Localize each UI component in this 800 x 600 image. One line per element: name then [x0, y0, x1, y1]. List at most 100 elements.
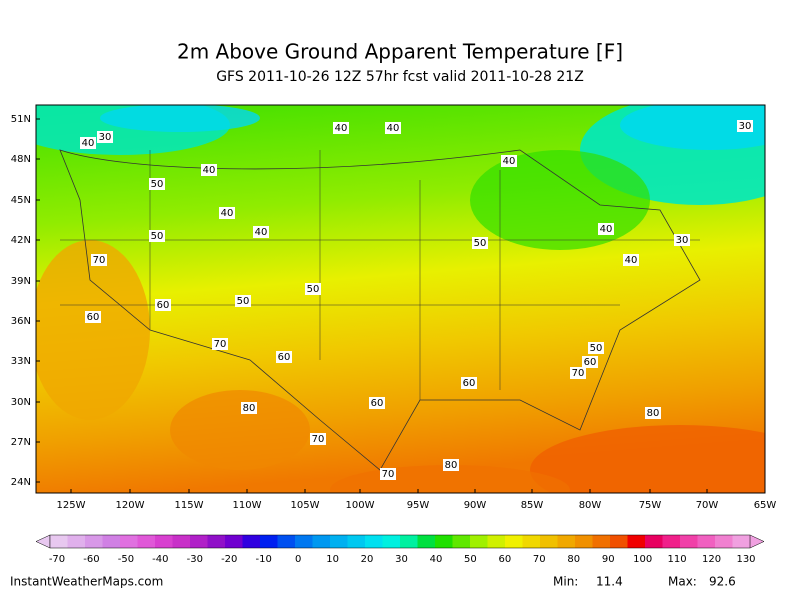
contour-label: 60 — [584, 357, 597, 368]
contour-label-box — [570, 367, 586, 379]
colorbar-segment — [347, 535, 366, 548]
lon-label: 85W — [521, 500, 544, 511]
contour-label: 80 — [445, 460, 458, 471]
colorbar-segment — [120, 535, 138, 548]
colorbar-segment — [435, 535, 453, 548]
contour-label-box — [588, 342, 604, 354]
lon-label: 120W — [116, 500, 145, 511]
contour-label: 40 — [503, 156, 516, 167]
contour-label: 50 — [474, 238, 487, 249]
lat-label: 51N — [11, 114, 31, 125]
contour-label-box — [219, 207, 235, 219]
colorbar-segment — [715, 535, 733, 548]
colorbar-segment — [102, 535, 121, 548]
colorbar-frame — [49, 534, 751, 549]
contour-label: 80 — [647, 408, 660, 419]
contour-label: 30 — [676, 235, 689, 246]
contour-label-box — [369, 397, 385, 409]
contour-label: 30 — [99, 132, 112, 143]
contour-label: 70 — [382, 469, 395, 480]
colorbar-segment — [662, 535, 681, 548]
contour-label-box — [472, 237, 488, 249]
colorbar-segment — [540, 535, 558, 548]
colorbar-label: -20 — [221, 554, 237, 565]
min-value: 11.4 — [596, 575, 623, 589]
colorbar-label: 120 — [702, 554, 721, 565]
colorbar-segment — [242, 535, 261, 548]
lon-label: 95W — [407, 500, 430, 511]
contour-label: 60 — [157, 300, 170, 311]
lon-label: 90W — [464, 500, 487, 511]
colorbar-segment — [697, 535, 716, 548]
max-value: 92.6 — [709, 575, 736, 589]
contour-label-box — [737, 120, 753, 132]
colorbar-segment — [557, 535, 576, 548]
contour-label-box — [443, 459, 459, 471]
contour-label-box — [253, 226, 269, 238]
lat-label: 42N — [11, 235, 31, 246]
colorbar-segment — [417, 535, 436, 548]
contour-label-box — [501, 155, 517, 167]
colorbar-label: 60 — [498, 554, 511, 565]
colorbar-segment — [522, 535, 541, 548]
contour-label: 50 — [151, 231, 164, 242]
site-name: InstantWeatherMaps.com — [10, 575, 163, 589]
contour-label: 40 — [82, 138, 95, 149]
colorbar-segment — [225, 535, 243, 548]
contour-label-box — [155, 299, 171, 311]
contour-label-box — [91, 254, 107, 266]
colorbar-segment — [732, 535, 751, 548]
colorbar-label: -10 — [256, 554, 272, 565]
contour-label: 40 — [255, 227, 268, 238]
colorbar-label: 30 — [395, 554, 408, 565]
contour-label: 80 — [243, 403, 256, 414]
colorbar-label: 0 — [295, 554, 301, 565]
contour-label-box — [85, 311, 101, 323]
colorbar-segment — [85, 535, 103, 548]
max-label: Max: — [668, 575, 697, 589]
contour-label-box — [80, 137, 96, 149]
contour-label: 60 — [87, 312, 100, 323]
contour-label: 40 — [221, 208, 234, 219]
contour-label: 60 — [463, 378, 476, 389]
colorbar-segment — [155, 535, 173, 548]
contour-label-box — [305, 283, 321, 295]
colorbar-segment — [610, 535, 628, 548]
title: 2m Above Ground Apparent Temperature [F] — [177, 40, 623, 64]
lon-label: 80W — [579, 500, 602, 511]
colorbar-label: 10 — [326, 554, 339, 565]
colorbar-segment — [452, 535, 471, 548]
colorbar-label: 20 — [361, 554, 374, 565]
lon-label: 125W — [57, 500, 86, 511]
colorbar-label: -70 — [49, 554, 65, 565]
subtitle: GFS 2011-10-26 12Z 57hr fcst valid 2011-… — [216, 69, 584, 85]
contour-label: 60 — [371, 398, 384, 409]
contour-label: 40 — [335, 123, 348, 134]
lat-label: 45N — [11, 195, 31, 206]
colorbar-segment — [680, 535, 698, 548]
contour-label-box — [149, 230, 165, 242]
colorbar-segment — [365, 535, 383, 548]
lon-label: 65W — [754, 500, 777, 511]
lat-label: 39N — [11, 276, 31, 287]
contour-label-box — [97, 131, 113, 143]
colorbar-segment — [382, 535, 401, 548]
colorbar-segment — [470, 535, 488, 548]
contour-label-box — [276, 351, 292, 363]
contour-label: 70 — [214, 339, 227, 350]
contour-label-box — [385, 122, 401, 134]
colorbar-segment — [487, 535, 506, 548]
colorbar-segment — [207, 535, 226, 548]
contour-label: 40 — [625, 255, 638, 266]
map-frame — [35, 104, 766, 494]
lat-label: 33N — [11, 356, 31, 367]
colorbar-label: -30 — [187, 554, 203, 565]
contour-label: 70 — [572, 368, 585, 379]
contour-label-box — [598, 223, 614, 235]
colorbar-label: 100 — [633, 554, 652, 565]
contour-label: 70 — [93, 255, 106, 266]
contour-label: 40 — [387, 123, 400, 134]
colorbar-segment — [137, 535, 156, 548]
contour-label-box — [645, 407, 661, 419]
